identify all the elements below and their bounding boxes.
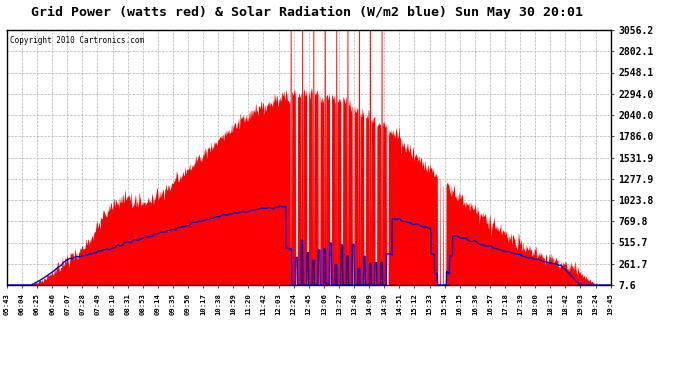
Text: Grid Power (watts red) & Solar Radiation (W/m2 blue) Sun May 30 20:01: Grid Power (watts red) & Solar Radiation… <box>31 6 583 19</box>
Text: Copyright 2010 Cartronics.com: Copyright 2010 Cartronics.com <box>10 36 144 45</box>
